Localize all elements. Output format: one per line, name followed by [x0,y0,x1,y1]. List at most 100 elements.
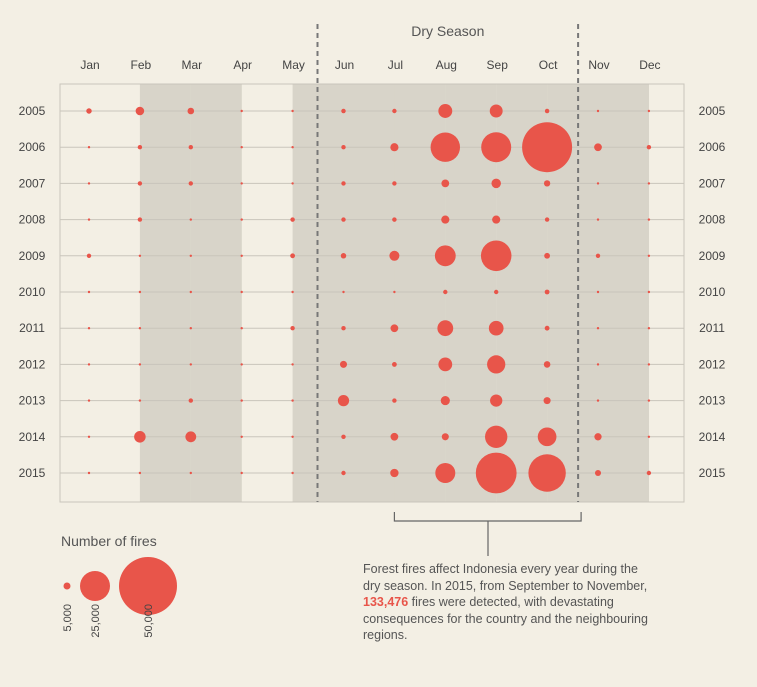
year-label-left: 2014 [19,430,46,444]
fire-bubble [595,253,601,258]
fire-bubble [87,363,91,366]
fire-bubble [135,106,145,116]
fire-bubble [291,182,294,185]
year-label-right: 2010 [699,285,726,299]
fire-bubble [435,463,456,483]
fire-bubble [240,146,243,149]
month-band-mar [190,84,242,502]
fire-bubble [438,357,453,372]
fire-bubble [489,104,503,118]
fire-bubble [341,434,346,440]
fire-bubble [481,132,512,163]
year-label-right: 2005 [699,104,726,118]
year-label-left: 2009 [19,249,46,263]
fire-bubble [485,425,508,448]
fire-bubble [430,132,461,162]
fire-bubble [187,107,195,115]
fire-bubble [596,182,600,185]
year-label-right: 2009 [699,249,726,263]
fire-bubble [492,215,501,224]
note-highlight-number: 133,476 [363,595,409,609]
year-label-left: 2012 [19,357,46,371]
fire-bubble [185,431,197,443]
fire-bubble [291,109,294,113]
fire-bubble [647,363,651,366]
fire-bubble [390,143,399,152]
fire-bubble [544,289,550,295]
month-label: Dec [639,58,660,72]
fire-bubble [596,327,600,330]
fire-bubble [341,181,346,186]
fire-bubble [443,289,448,295]
fire-bubble [138,290,142,294]
fire-bubble [341,145,346,150]
fire-bubble [341,470,346,476]
fire-bubble [240,254,243,257]
fire-bubble [392,398,397,403]
legend-bubble [119,557,177,615]
fire-bubble [290,253,296,259]
fire-bubble [87,218,91,221]
fire-bubble [189,327,192,330]
fire-bubble [137,145,143,150]
fire-bubble [291,435,294,438]
plot-border [59,83,685,503]
year-label-right: 2006 [699,140,726,154]
dry-season-label: Dry Season [411,23,484,39]
fire-bubble [440,396,450,406]
fire-bubble [441,215,450,224]
fire-bubble [240,471,243,475]
fire-bubble [441,433,449,441]
fire-bubble [596,290,600,294]
fire-bubble [339,360,348,368]
fire-bubble [437,320,454,337]
year-label-right: 2014 [699,430,726,444]
month-label: Jan [80,58,99,72]
fire-bubble [487,355,506,374]
year-label-right: 2015 [699,466,726,480]
fire-bubble [240,399,243,402]
fire-bubble [390,468,399,478]
fire-bubble [544,108,550,114]
month-label: Oct [539,58,558,72]
month-label: Aug [436,58,457,72]
fire-bubble [240,363,243,366]
year-label-left: 2005 [19,104,46,118]
fire-bubble [189,363,192,366]
fire-bubble [340,253,347,259]
year-label-right: 2011 [699,321,725,335]
fire-bubble [647,290,651,294]
fire-bubble [290,217,295,222]
fire-bubble [337,394,350,407]
fire-bubble [596,109,600,113]
fire-bubble [544,217,550,222]
fire-bubble [134,431,146,443]
fire-bubble [647,182,651,185]
fire-bubble [647,399,651,402]
fire-bubble [647,327,651,330]
month-label: Sep [487,58,509,72]
legend-value-label: 50,000 [143,604,155,638]
fire-bubble [240,290,243,294]
fire-bubble [189,471,192,475]
fire-bubble [494,289,499,295]
fire-bubble [87,435,91,438]
fire-bubble [86,108,92,114]
note-text-before: Forest fires affect Indonesia every year… [363,562,648,593]
month-label: Mar [181,58,202,72]
fire-bubble [291,290,294,294]
month-label: May [282,58,305,72]
fire-bubble [528,454,566,492]
fire-bubble [240,218,243,221]
fire-bubble [291,399,294,402]
fire-bubble [594,469,602,477]
fire-bubble [137,181,143,186]
fire-bubble [441,179,450,188]
fire-bubble [596,363,600,366]
fire-bubble [594,143,602,152]
fire-bubble [647,254,651,257]
fire-bubble [240,435,243,438]
fire-bubble [543,397,551,405]
